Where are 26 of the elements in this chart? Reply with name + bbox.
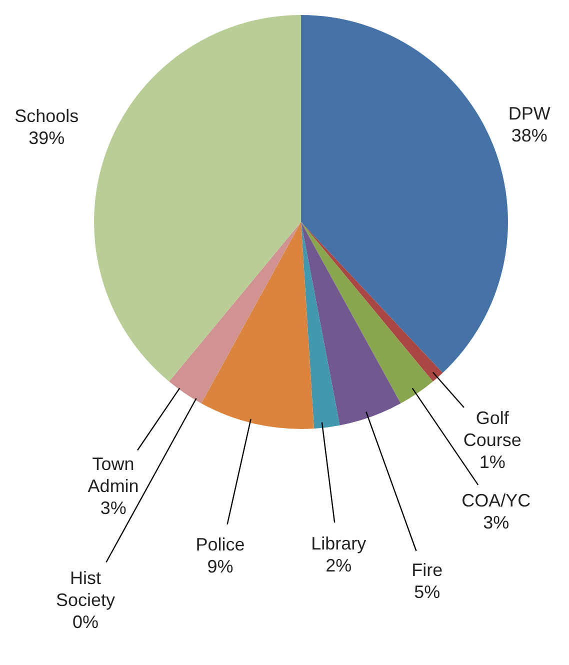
pie-slice xyxy=(301,222,433,404)
pie-slice xyxy=(169,222,301,404)
pie-slice xyxy=(301,15,508,373)
category-label: Hist Society xyxy=(56,568,115,610)
slice-label: Police xyxy=(196,534,245,555)
data-label: 5% xyxy=(414,582,440,602)
data-label: 3% xyxy=(100,498,126,518)
pie-slice xyxy=(301,222,443,382)
data-label: 1% xyxy=(479,452,506,472)
slice-label: Schools xyxy=(14,106,79,126)
data-label: 2% xyxy=(326,555,352,576)
pie-slice xyxy=(201,222,314,429)
data-label: 39% xyxy=(28,128,65,148)
slice-label: Golf Course xyxy=(463,408,522,450)
pie-slice xyxy=(301,222,340,429)
text: 0% xyxy=(72,612,98,632)
slice-label: Town Admin xyxy=(88,454,139,496)
slice-label: Fire xyxy=(412,560,443,580)
data-label: 38% xyxy=(511,126,548,146)
slice-label: Library xyxy=(311,533,366,554)
data-label: 3% xyxy=(483,512,510,532)
pie-slice xyxy=(301,222,401,426)
slice-label: COA/YC xyxy=(462,490,531,510)
slice-label: DPW xyxy=(508,104,550,124)
data-label: 9% xyxy=(207,556,234,577)
pie-slice xyxy=(94,15,301,382)
